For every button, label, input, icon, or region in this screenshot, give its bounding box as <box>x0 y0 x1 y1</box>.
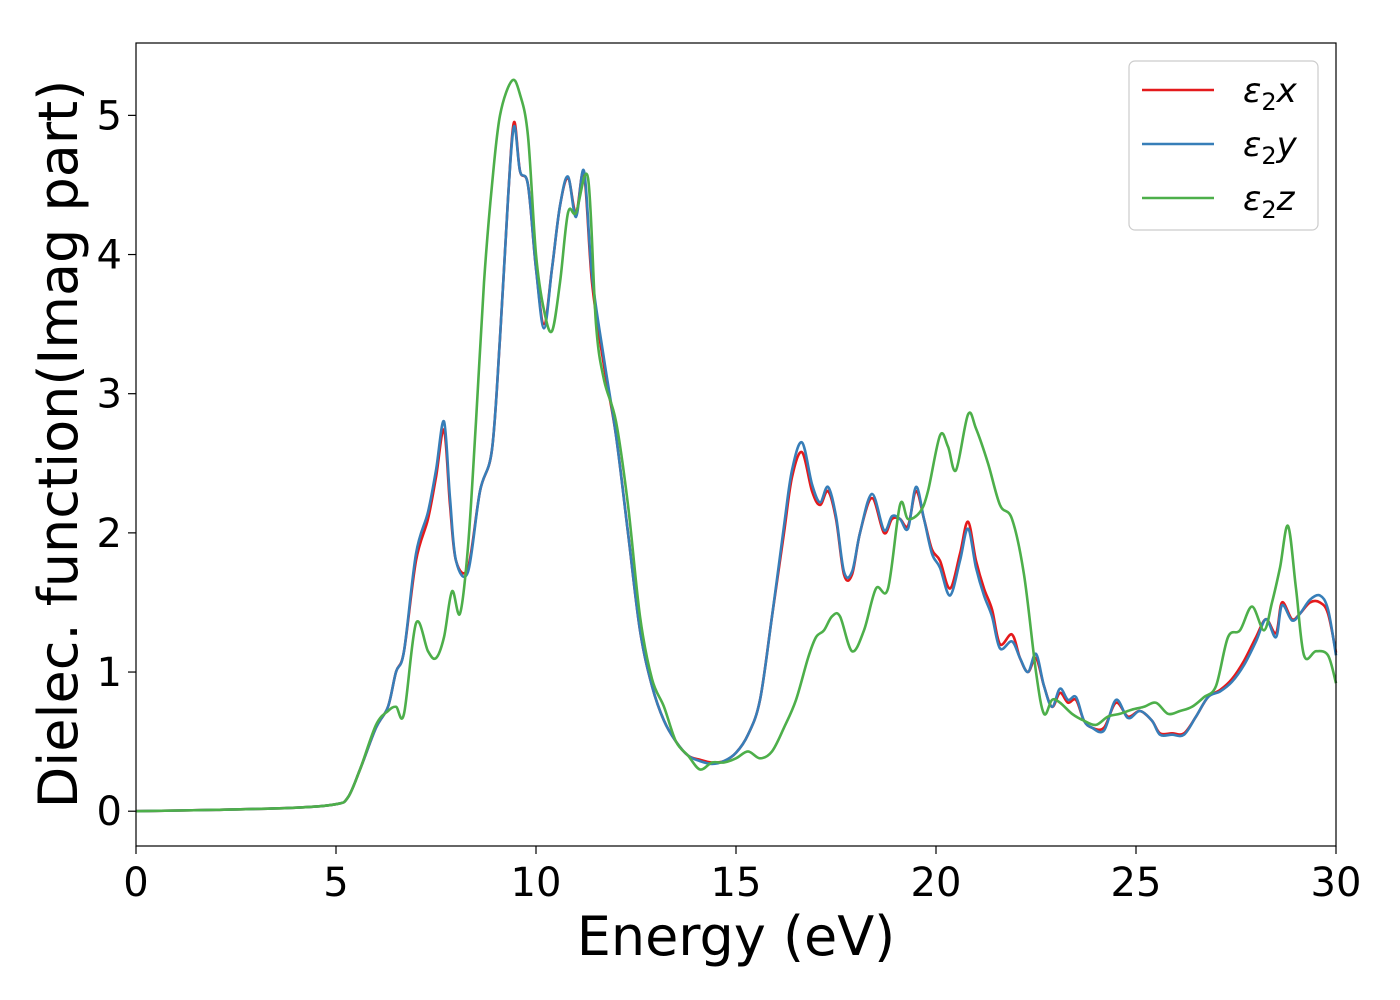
y-tick-label: 5 <box>97 93 122 139</box>
x-tick-label: 10 <box>511 860 562 906</box>
x-axis-ticks: 0 5 10 15 20 25 30 <box>123 846 1361 906</box>
x-tick-label: 30 <box>1311 860 1362 906</box>
y-tick-label: 2 <box>97 511 122 557</box>
legend: ε2x ε2y ε2z <box>1128 60 1319 231</box>
x-tick-label: 15 <box>711 860 762 906</box>
y-tick-label: 0 <box>97 789 122 835</box>
series-line-2 <box>135 125 1338 813</box>
y-axis-ticks: 0 1 2 3 4 5 <box>97 93 136 835</box>
x-tick-label: 0 <box>123 860 148 906</box>
legend-label-2: ε2y <box>1243 125 1298 170</box>
legend-label-3: ε2z <box>1243 179 1296 224</box>
x-tick-label: 20 <box>911 860 962 906</box>
series-group <box>135 78 1338 813</box>
y-axis-label: Dielec. function(Imag part) <box>27 80 90 809</box>
legend-box <box>1128 60 1319 231</box>
x-axis-label: Energy (eV) <box>577 905 896 968</box>
x-tick-label: 5 <box>323 860 348 906</box>
x-tick-label: 25 <box>1111 860 1162 906</box>
legend-label-1: ε2x <box>1243 71 1298 116</box>
y-tick-label: 3 <box>97 372 122 418</box>
y-tick-label: 1 <box>97 650 122 696</box>
y-tick-label: 4 <box>97 233 122 279</box>
series-line-3 <box>135 78 1338 813</box>
